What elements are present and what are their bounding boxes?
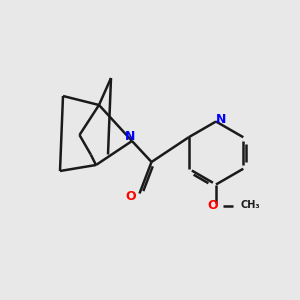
- Text: O: O: [126, 190, 136, 203]
- Text: N: N: [125, 130, 136, 143]
- Text: O: O: [207, 199, 218, 212]
- Text: N: N: [216, 112, 226, 126]
- Text: CH₃: CH₃: [241, 200, 260, 211]
